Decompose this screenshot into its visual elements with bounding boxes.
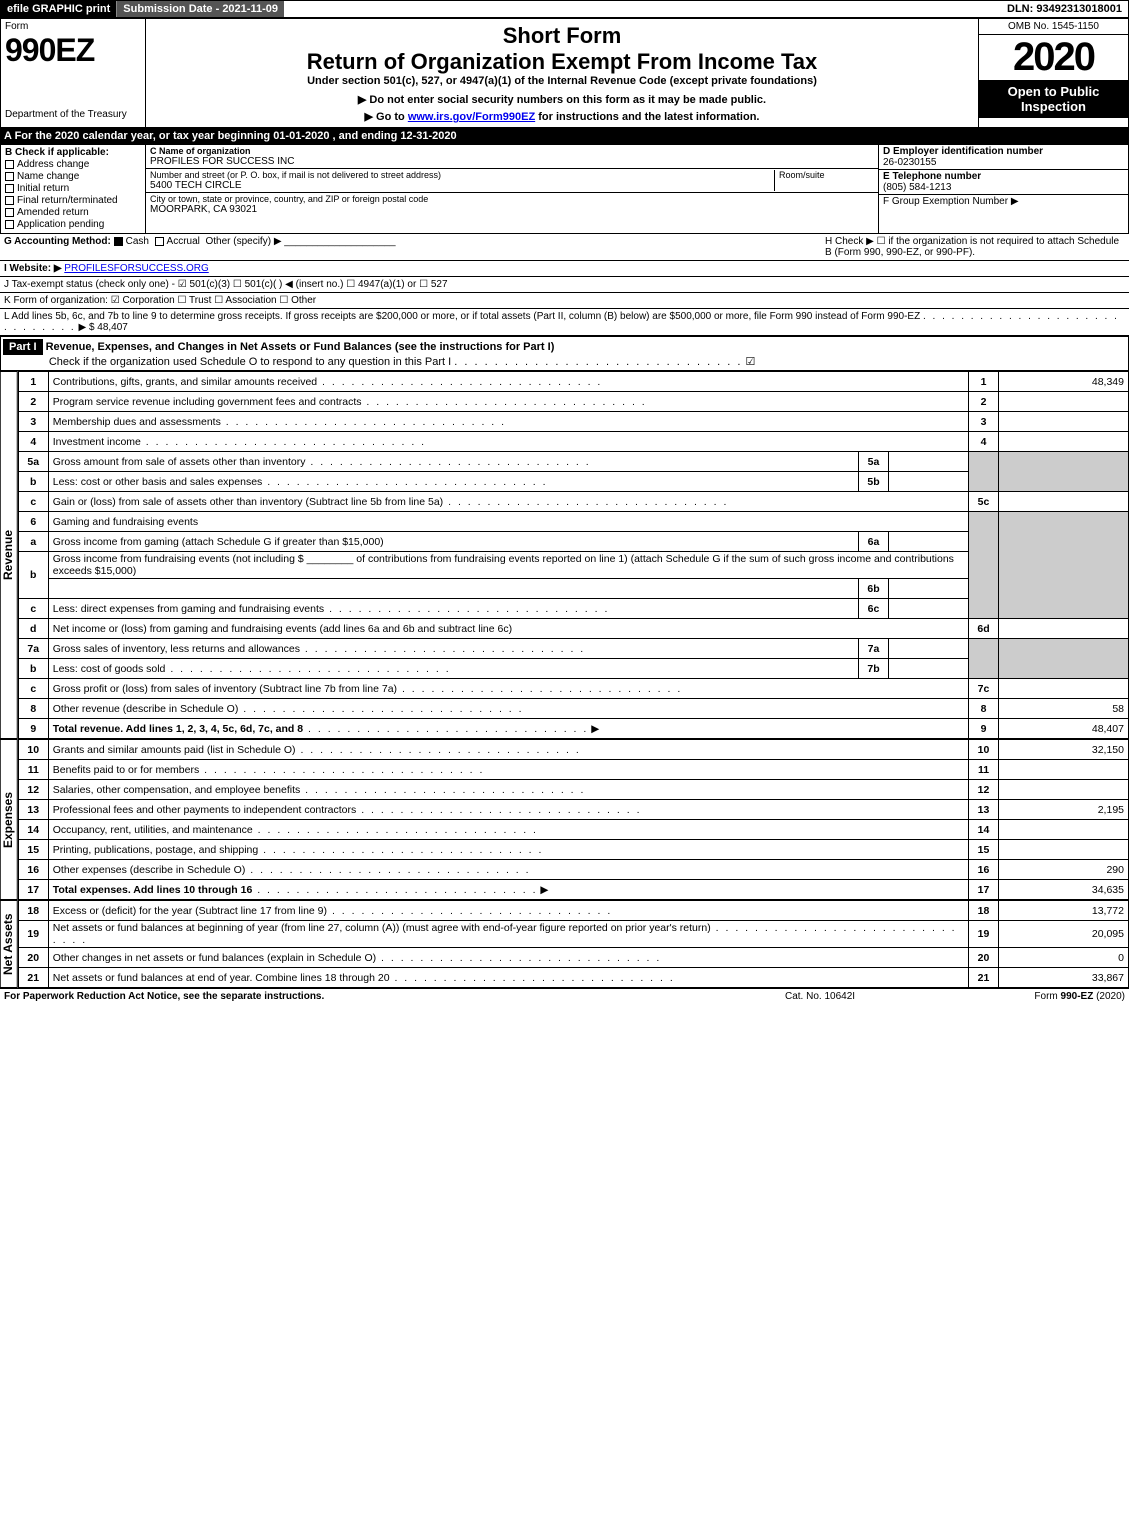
info-grid: B Check if applicable: Address change Na… xyxy=(0,144,1129,234)
chk-address-change[interactable]: Address change xyxy=(5,159,141,170)
l-text: L Add lines 5b, 6c, and 7b to line 9 to … xyxy=(4,311,920,322)
street-label: Number and street (or P. O. box, if mail… xyxy=(150,170,774,180)
line3-val xyxy=(999,412,1129,432)
footer: For Paperwork Reduction Act Notice, see … xyxy=(0,988,1129,1004)
line6d-val xyxy=(999,619,1129,639)
line15-val xyxy=(999,840,1129,860)
phone-label: E Telephone number xyxy=(883,171,1124,182)
line14-val xyxy=(999,820,1129,840)
room-label: Room/suite xyxy=(779,170,874,180)
part-i-checkbox[interactable]: ☑ xyxy=(746,356,756,368)
row-j: J Tax-exempt status (check only one) - ☑… xyxy=(0,277,1129,293)
line4-val xyxy=(999,432,1129,452)
revenue-section: Revenue 1Contributions, gifts, grants, a… xyxy=(0,371,1129,739)
line8-val: 58 xyxy=(999,699,1129,719)
revenue-side-label: Revenue xyxy=(0,371,18,739)
part-i-check-note: Check if the organization used Schedule … xyxy=(49,356,451,368)
line20-val: 0 xyxy=(999,948,1129,968)
expenses-side-label: Expenses xyxy=(0,739,18,900)
chk-accrual[interactable] xyxy=(155,237,164,246)
website-label: I Website: ▶ xyxy=(4,263,62,274)
submission-date: Submission Date - 2021-11-09 xyxy=(116,1,284,17)
line21-val: 33,867 xyxy=(999,968,1129,988)
row-k: K Form of organization: ☑ Corporation ☐ … xyxy=(0,293,1129,309)
top-bar: efile GRAPHIC print Submission Date - 20… xyxy=(0,0,1129,18)
chk-name-change[interactable]: Name change xyxy=(5,171,141,182)
efile-graphic-print[interactable]: efile GRAPHIC print xyxy=(1,1,116,17)
line16-val: 290 xyxy=(999,860,1129,880)
line12-val xyxy=(999,780,1129,800)
website-link[interactable]: PROFILESFORSUCCESS.ORG xyxy=(64,263,208,274)
period-bar: A For the 2020 calendar year, or tax yea… xyxy=(0,128,1129,144)
netassets-side-label: Net Assets xyxy=(0,900,18,988)
dln: DLN: 93492313018001 xyxy=(1001,1,1128,17)
street: 5400 TECH CIRCLE xyxy=(150,180,774,191)
g-label: G Accounting Method: xyxy=(4,236,111,247)
group-exemption-label: F Group Exemption Number ▶ xyxy=(883,196,1124,207)
row-l: L Add lines 5b, 6c, and 7b to line 9 to … xyxy=(0,309,1129,336)
l-value: ▶ $ 48,407 xyxy=(78,322,127,333)
section-b: B Check if applicable: Address change Na… xyxy=(1,145,146,233)
line13-val: 2,195 xyxy=(999,800,1129,820)
line10-val: 32,150 xyxy=(999,740,1129,760)
instructions-link-line: ▶ Go to www.irs.gov/Form990EZ for instru… xyxy=(150,110,974,123)
org-name: PROFILES FOR SUCCESS INC xyxy=(150,156,874,167)
link-suffix: for instructions and the latest informat… xyxy=(535,111,759,123)
ein: 26-0230155 xyxy=(883,157,1124,168)
line9-val: 48,407 xyxy=(999,719,1129,739)
subtitle: Under section 501(c), 527, or 4947(a)(1)… xyxy=(150,75,974,87)
form-number: 990EZ xyxy=(5,32,141,69)
h-text: H Check ▶ ☐ if the organization is not r… xyxy=(825,236,1125,258)
netassets-section: Net Assets 18Excess or (deficit) for the… xyxy=(0,900,1129,988)
ein-label: D Employer identification number xyxy=(883,146,1124,157)
line18-val: 13,772 xyxy=(999,901,1129,921)
form-word: Form xyxy=(5,21,141,32)
city-label: City or town, state or province, country… xyxy=(150,194,874,204)
line5c-val xyxy=(999,492,1129,512)
chk-amended-return[interactable]: Amended return xyxy=(5,207,141,218)
short-form-title: Short Form xyxy=(150,23,974,49)
form-header: Form 990EZ Department of the Treasury Sh… xyxy=(0,18,1129,128)
omb-number: OMB No. 1545-1150 xyxy=(979,19,1128,35)
row-i: I Website: ▶ PROFILESFORSUCCESS.ORG xyxy=(0,261,1129,277)
section-c: C Name of organization PROFILES FOR SUCC… xyxy=(146,145,878,233)
ssn-note: ▶ Do not enter social security numbers o… xyxy=(150,93,974,106)
b-heading: B Check if applicable: xyxy=(5,147,141,158)
footer-left: For Paperwork Reduction Act Notice, see … xyxy=(4,991,785,1002)
row-g-h: G Accounting Method: Cash Accrual Other … xyxy=(0,234,1129,261)
line11-val xyxy=(999,760,1129,780)
netassets-table: 18Excess or (deficit) for the year (Subt… xyxy=(18,900,1129,988)
link-prefix: ▶ Go to xyxy=(365,111,408,123)
chk-cash[interactable] xyxy=(114,237,123,246)
chk-initial-return[interactable]: Initial return xyxy=(5,183,141,194)
line2-val xyxy=(999,392,1129,412)
line17-val: 34,635 xyxy=(999,880,1129,900)
revenue-table: 1Contributions, gifts, grants, and simil… xyxy=(18,371,1129,739)
dept-treasury: Department of the Treasury xyxy=(5,109,141,120)
open-to-public: Open to Public Inspection xyxy=(979,80,1128,118)
part-i-label: Part I xyxy=(3,339,43,355)
chk-final-return[interactable]: Final return/terminated xyxy=(5,195,141,206)
footer-cat: Cat. No. 10642I xyxy=(785,991,945,1002)
tax-year: 2020 xyxy=(979,35,1128,80)
main-title: Return of Organization Exempt From Incom… xyxy=(150,49,974,75)
footer-right: Form 990-EZ (2020) xyxy=(945,991,1125,1002)
chk-application-pending[interactable]: Application pending xyxy=(5,219,141,230)
irs-link[interactable]: www.irs.gov/Form990EZ xyxy=(408,111,535,123)
line7c-val xyxy=(999,679,1129,699)
city: MOORPARK, CA 93021 xyxy=(150,204,874,215)
c-name-label: C Name of organization xyxy=(150,146,874,156)
line19-val: 20,095 xyxy=(999,921,1129,948)
section-d-e-f: D Employer identification number 26-0230… xyxy=(878,145,1128,233)
line1-val: 48,349 xyxy=(999,372,1129,392)
phone: (805) 584-1213 xyxy=(883,182,1124,193)
part-i-header: Part I Revenue, Expenses, and Changes in… xyxy=(0,336,1129,371)
expenses-table: 10Grants and similar amounts paid (list … xyxy=(18,739,1129,900)
part-i-title: Revenue, Expenses, and Changes in Net As… xyxy=(46,341,555,353)
expenses-section: Expenses 10Grants and similar amounts pa… xyxy=(0,739,1129,900)
